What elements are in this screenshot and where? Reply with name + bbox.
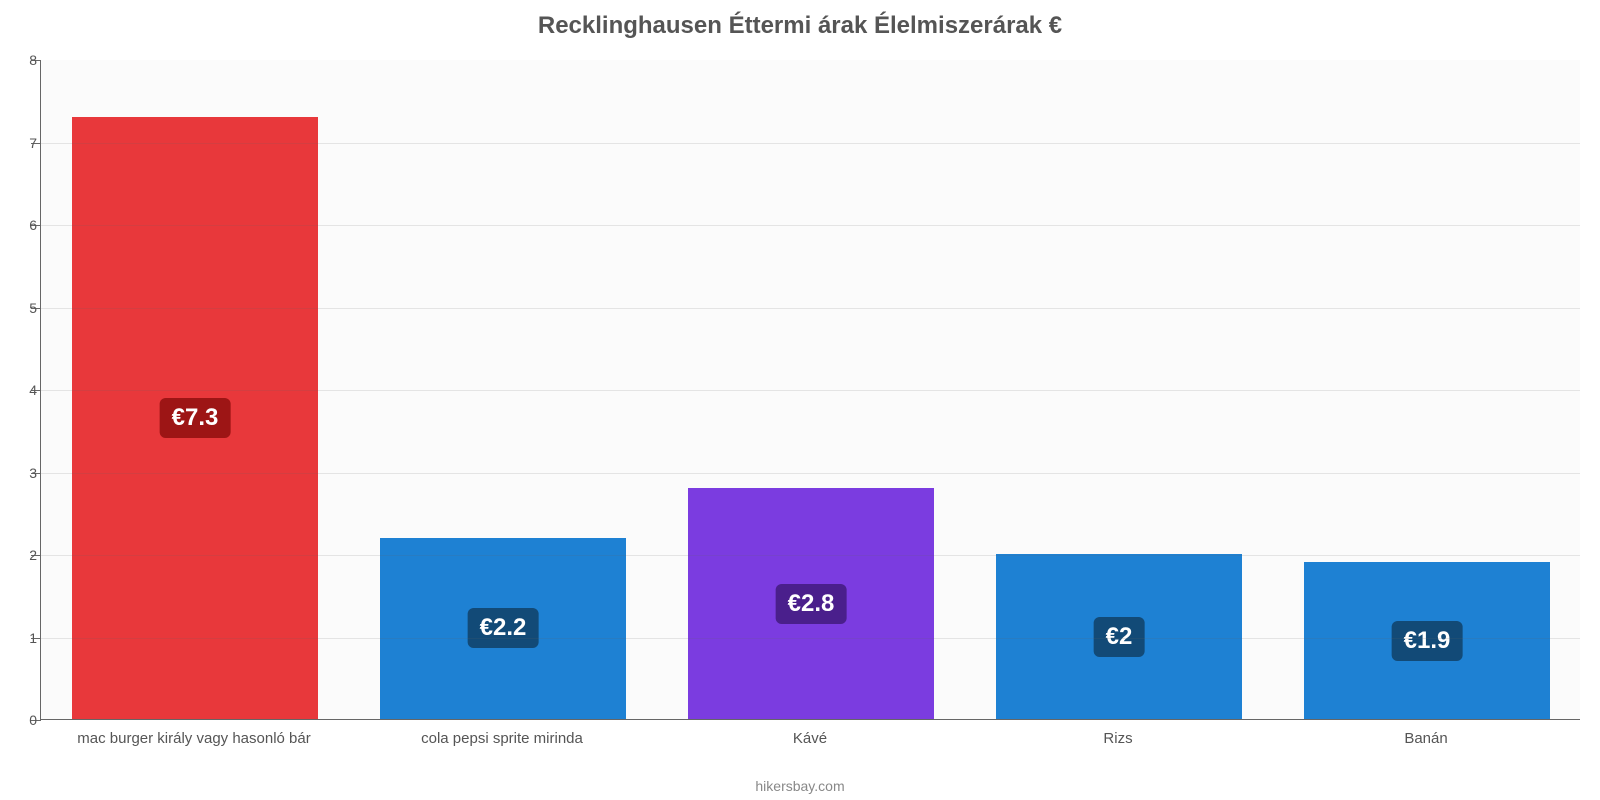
y-tick-label: 5	[9, 300, 37, 316]
value-badge: €7.3	[160, 398, 231, 438]
value-badge: €2	[1094, 617, 1145, 657]
grid-line	[41, 638, 1580, 639]
y-tick-label: 1	[9, 630, 37, 646]
price-bar-chart: Recklinghausen Éttermi árak Élelmiszerár…	[0, 0, 1600, 800]
y-tick-label: 6	[9, 217, 37, 233]
grid-line	[41, 143, 1580, 144]
category-label: Banán	[1404, 730, 1447, 747]
grid-line	[41, 225, 1580, 226]
category-label: Kávé	[793, 730, 827, 747]
y-tick-label: 4	[9, 382, 37, 398]
y-tick-label: 2	[9, 547, 37, 563]
grid-line	[41, 390, 1580, 391]
value-badge: €1.9	[1392, 621, 1463, 661]
y-tick-label: 0	[9, 712, 37, 728]
value-badge: €2.8	[776, 584, 847, 624]
category-label: Rizs	[1103, 730, 1132, 747]
y-tick-label: 7	[9, 135, 37, 151]
category-label: mac burger király vagy hasonló bár	[77, 730, 310, 747]
category-label: cola pepsi sprite mirinda	[421, 730, 583, 747]
grid-line	[41, 555, 1580, 556]
y-tick-label: 3	[9, 465, 37, 481]
value-badge: €2.2	[468, 608, 539, 648]
plot-area: €7.3€2.2€2.8€2€1.9 012345678	[40, 60, 1580, 720]
y-tick-label: 8	[9, 52, 37, 68]
grid-line	[41, 308, 1580, 309]
source-label: hikersbay.com	[0, 778, 1600, 794]
chart-title: Recklinghausen Éttermi árak Élelmiszerár…	[0, 12, 1600, 40]
grid-line	[41, 473, 1580, 474]
